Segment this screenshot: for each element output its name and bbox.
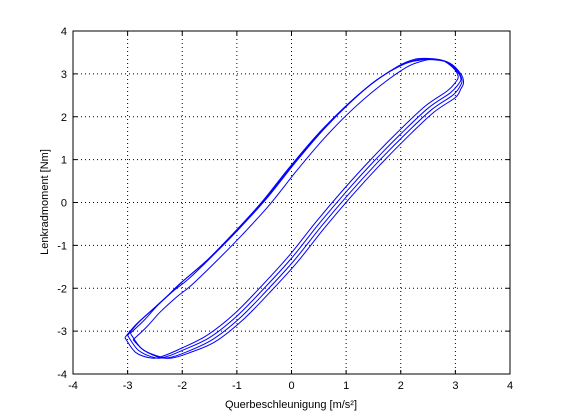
x-tick-label: -1 [232,380,242,392]
y-tick-label: -1 [57,240,67,252]
y-tick-label: -2 [57,283,67,295]
y-tick-labels: -4 -3 -2 -1 0 1 2 3 4 [57,26,67,381]
y-axis-label: Lenkradmoment [Nm] [39,149,51,255]
series-line-4 [132,59,465,359]
x-tick-label: -4 [68,380,78,392]
y-tick-label: 0 [61,198,67,210]
x-tick-label: 0 [288,380,294,392]
x-tick-labels: -4 -3 -2 -1 0 1 2 3 4 [68,380,513,392]
y-tick-label: 1 [61,155,67,167]
data-series [124,57,465,359]
x-tick-label: 1 [343,380,349,392]
x-tick-label: 4 [507,380,513,392]
plot-border [72,30,511,375]
y-tick-label: 2 [61,112,67,124]
x-tick-label: -2 [177,380,187,392]
y-tick-label: 3 [61,69,67,81]
y-tick-label: 4 [61,26,67,38]
x-tick-label: -3 [123,380,133,392]
x-tick-label: 2 [398,380,404,392]
series-line-2 [129,58,463,359]
y-tick-label: -4 [57,369,67,381]
y-tick-label: -3 [57,326,67,338]
grid-lines [73,31,510,374]
x-axis-label: Querbeschleunigung [m/s²] [225,399,357,411]
series-line-3 [124,57,459,359]
x-tick-label: 3 [452,380,458,392]
